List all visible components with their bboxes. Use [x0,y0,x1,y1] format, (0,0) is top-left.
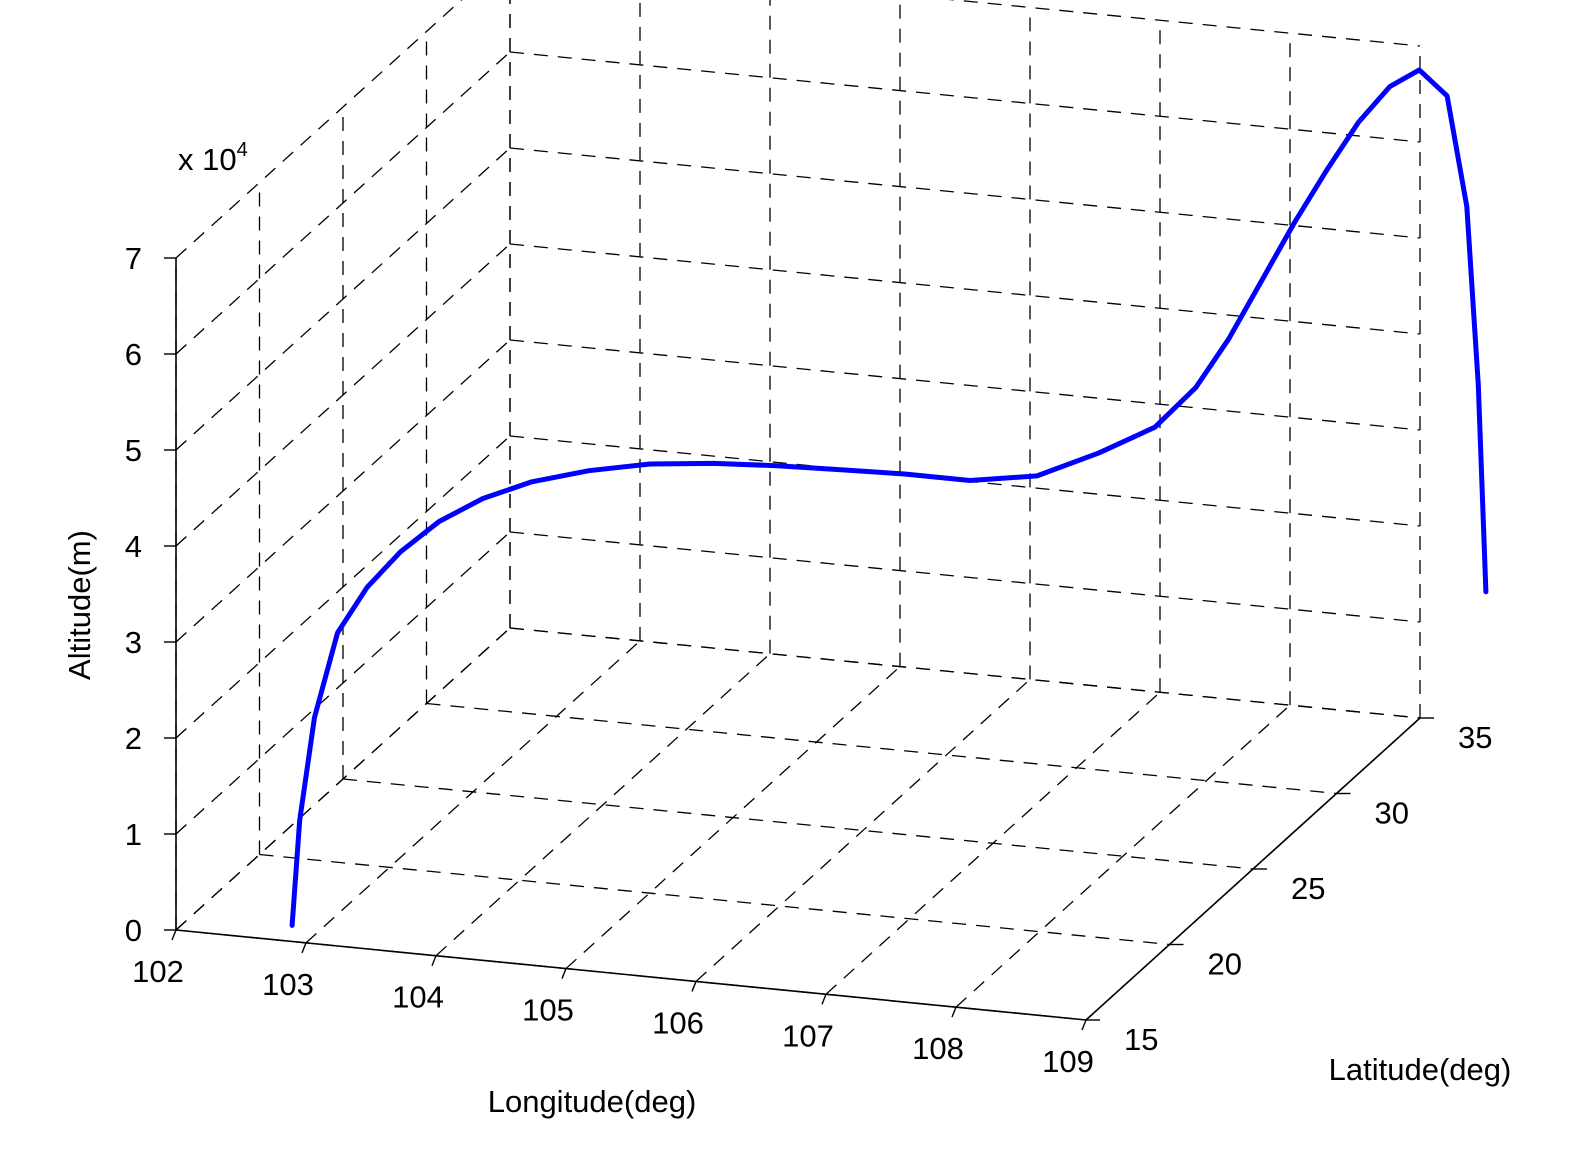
z-axis-label: Altitude(m) [62,530,97,680]
trajectory-series-line [289,67,1489,928]
z-exponent-base: x 10 [178,142,237,177]
z-tick-label: 0 [125,913,142,948]
y-tick-label: 15 [1124,1022,1158,1057]
grid-line-side-z [175,51,511,355]
x-tick-mark [821,994,827,1005]
x-tick-label: 102 [132,954,184,989]
grid-line-back-z [509,531,1421,623]
grid-line-back-z [509,627,1421,719]
y-tick-label: 20 [1208,947,1242,982]
grid-line-side-z [175,243,511,547]
grid-line-back-z [509,147,1421,239]
z-tick-label: 3 [125,625,142,660]
z-tick-label: 2 [125,721,142,756]
grid-line-floor-x [695,678,1031,982]
x-tick-label: 105 [522,993,574,1028]
x-axis-label: Longitude(deg) [488,1084,697,1119]
grid-line-floor-y [426,702,1337,795]
y-axis-label: Latitude(deg) [1329,1052,1512,1087]
x-tick-label: 104 [392,980,444,1015]
grid-line-floor-y [259,853,1170,946]
grid-line-side-z [175,627,511,931]
z-tick-label: 1 [125,817,142,852]
y-tick-label: 25 [1291,871,1325,906]
z-tick-label: 4 [125,529,142,564]
z-tick-label: 7 [125,241,142,276]
grid-line-floor-x [955,704,1291,1008]
x-tick-mark [691,981,697,992]
grid-line-floor-x [435,653,771,957]
trajectory-line [289,67,1489,928]
grid-line-back-z [509,243,1421,335]
grid-line-back-z [948,0,1421,47]
z-tick-label: 5 [125,433,142,468]
grid-line-side-z [175,0,463,259]
x-tick-mark [431,955,437,966]
grid-line-back-z [509,51,1421,143]
x-tick-label: 103 [262,967,314,1002]
grid-lines [175,0,1421,1021]
y-tick-label: 30 [1375,796,1409,831]
x-tick-label: 107 [782,1018,834,1053]
axes [175,258,1421,1021]
x-axis-line [175,929,1087,1021]
grid-line-side-z [175,339,511,643]
grid-line-back-z [509,339,1421,431]
ticks: 102 103 104 105 106 107 108 109 15 20 25 30 35 0 1 2 3 4 5… [125,241,1493,1079]
x-tick-mark [561,968,567,979]
x-tick-label: 108 [912,1031,964,1066]
z-exponent-label: x 104 [178,139,248,177]
grid-line-side-z [175,147,511,451]
x-tick-mark [171,929,177,941]
x-tick-label: 109 [1042,1044,1094,1079]
y-tick-label: 35 [1458,720,1492,755]
grid-line-side-z [175,531,511,835]
x-tick-mark [951,1006,957,1018]
grid-line-floor-y [342,778,1254,870]
x-tick-mark [301,942,307,954]
x-tick-label: 106 [652,1005,704,1040]
x-tick-mark [1081,1019,1087,1031]
z-tick-label: 6 [125,337,142,372]
z-exponent-power: 4 [237,139,248,161]
grid-line-side-z [175,435,511,739]
